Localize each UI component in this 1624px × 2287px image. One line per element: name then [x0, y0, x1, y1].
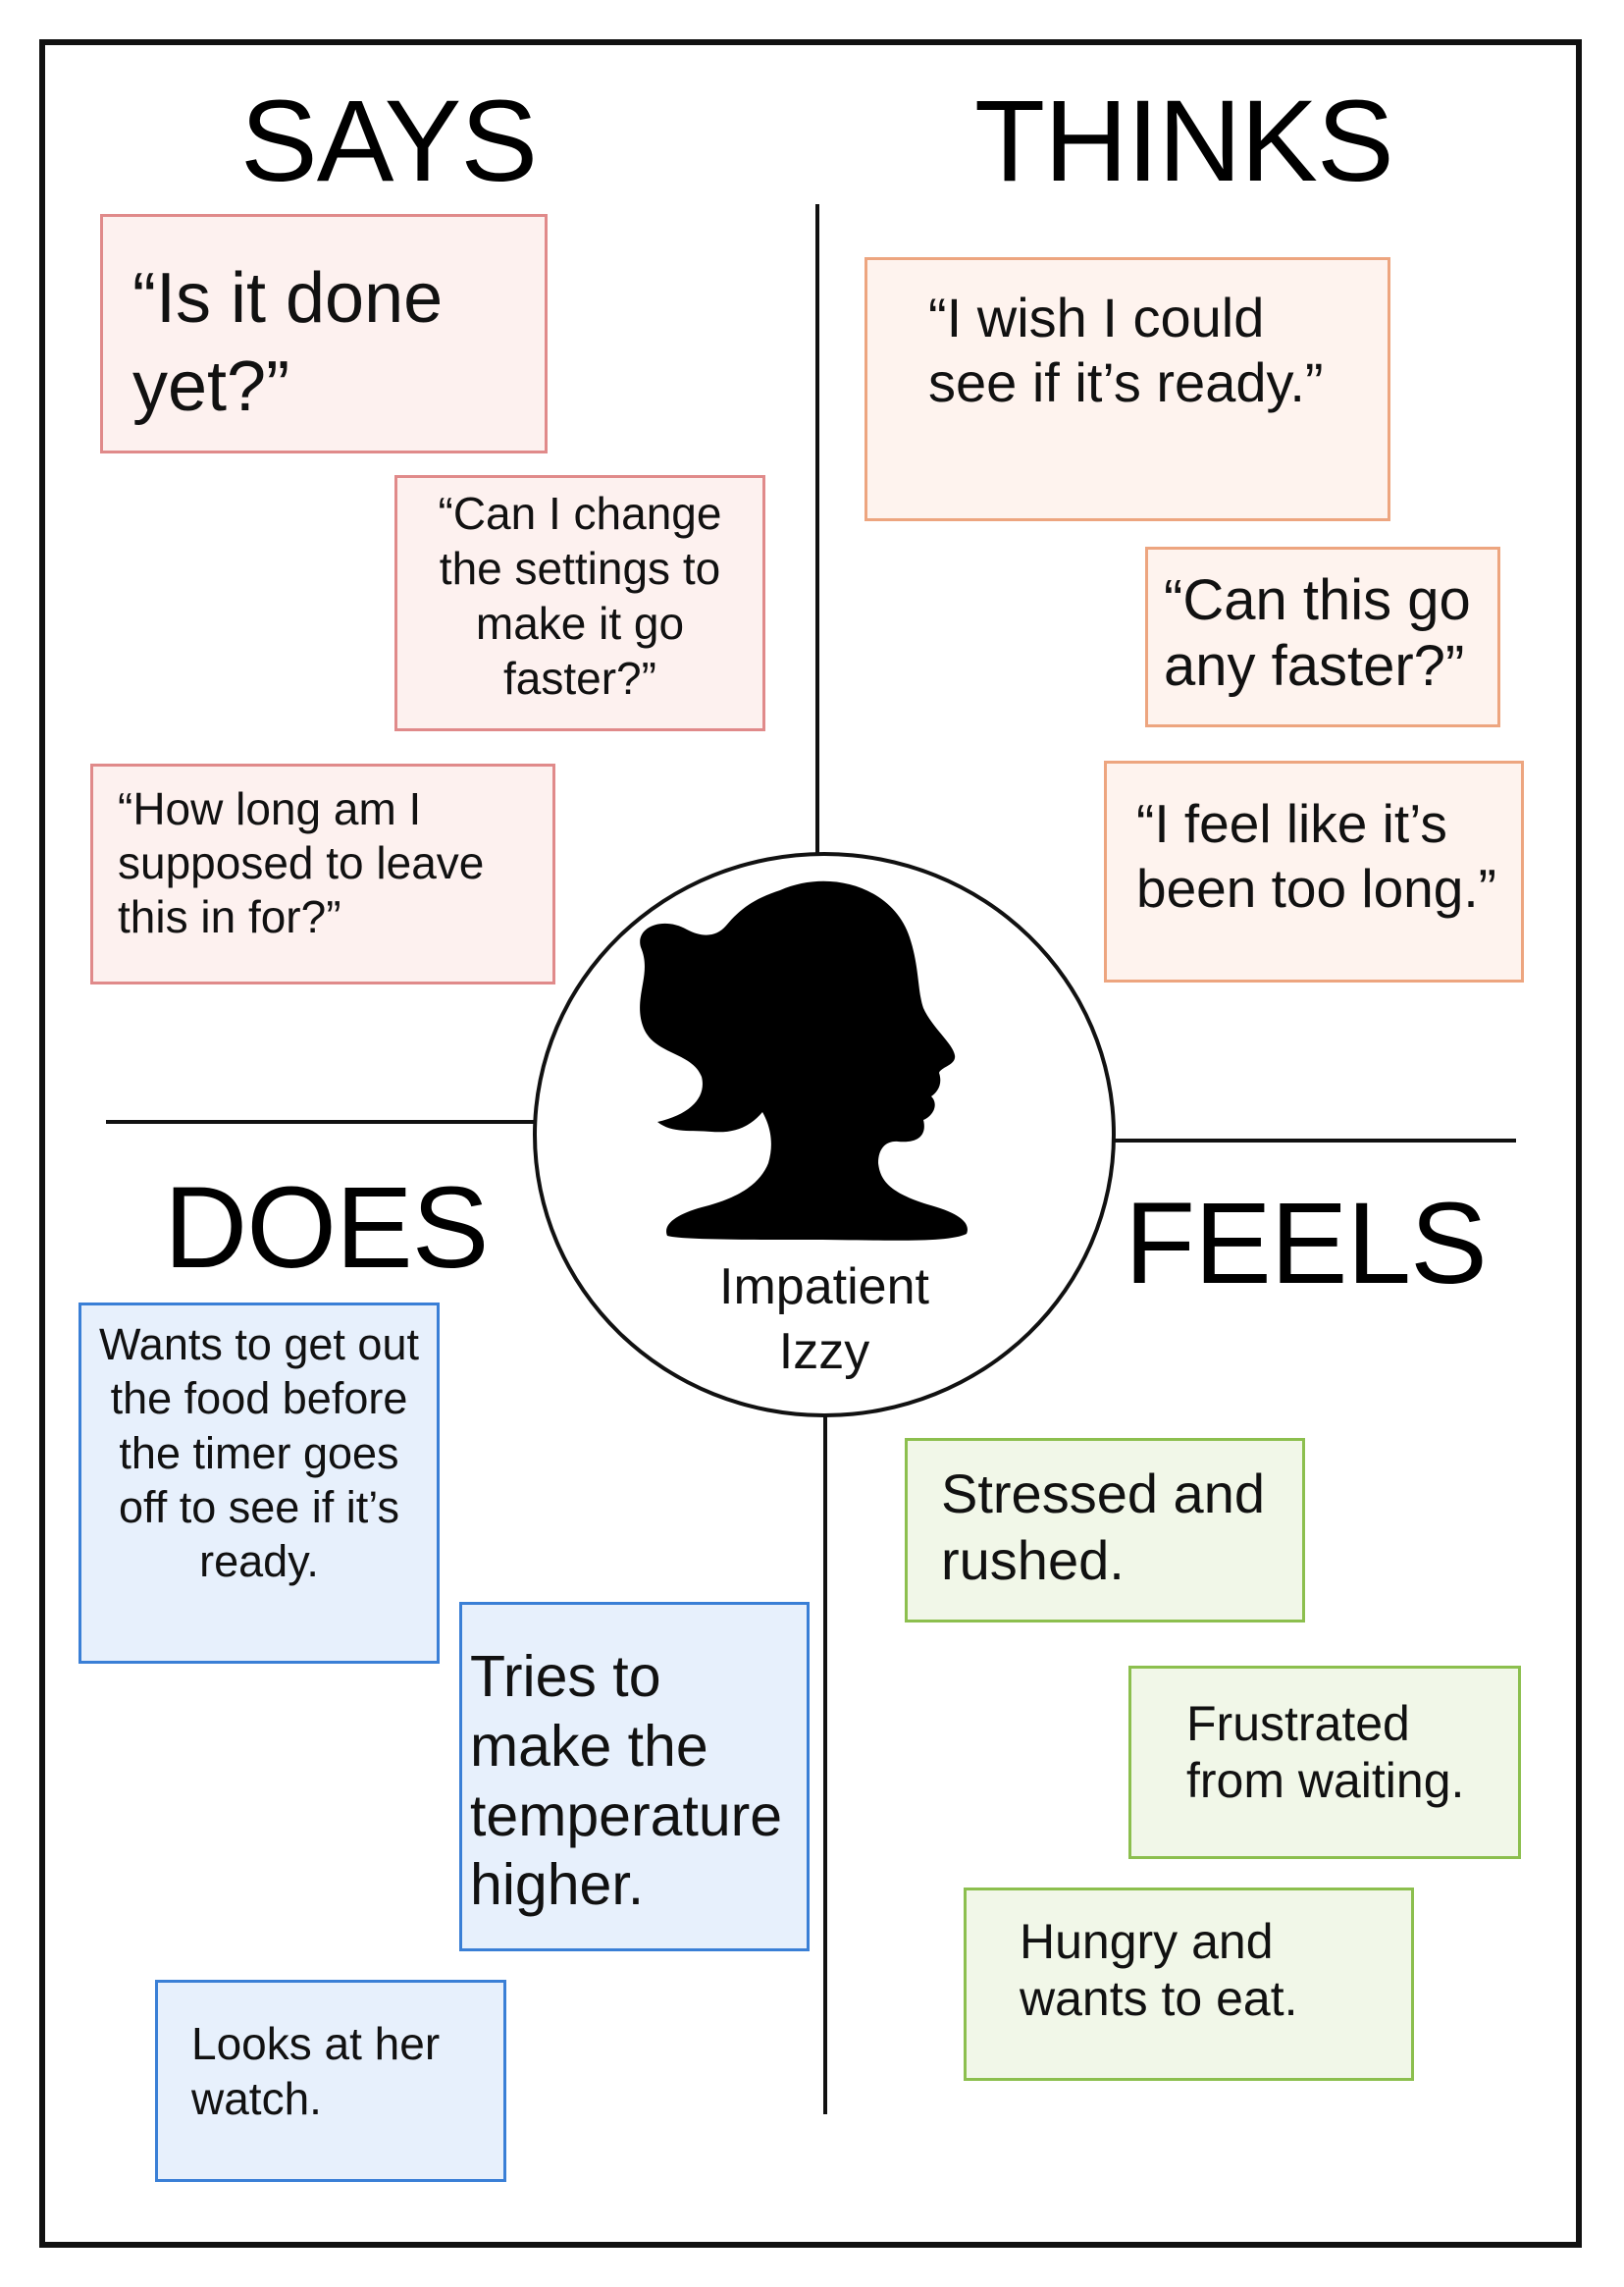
persona-name-line2: Izzy: [778, 1323, 870, 1381]
divider-bottom: [823, 1415, 827, 2114]
says-note-2: “Can I change the settings to make it go…: [394, 475, 765, 731]
woman-ponytail-silhouette-icon: [640, 880, 968, 1241]
divider-top: [815, 204, 819, 854]
persona-name-line1: Impatient: [719, 1258, 929, 1315]
persona-name: Impatient Izzy: [628, 1254, 1021, 1384]
thinks-note-2: “Can this go any faster?”: [1145, 547, 1500, 727]
does-note-3: Looks at her watch.: [155, 1980, 506, 2182]
does-note-2: Tries to make the temperature higher.: [459, 1602, 810, 1951]
thinks-heading: THINKS: [974, 77, 1394, 206]
thinks-note-1: “I wish I could see if it’s ready.”: [864, 257, 1390, 521]
feels-note-2: Frustrated from waiting.: [1128, 1666, 1521, 1859]
feels-note-3: Hungry and wants to eat.: [964, 1888, 1414, 2081]
divider-left: [106, 1120, 535, 1124]
divider-right: [1114, 1139, 1516, 1143]
says-note-3: “How long am I supposed to leave this in…: [90, 764, 555, 984]
thinks-note-3: “I feel like it’s been too long.”: [1104, 761, 1524, 983]
feels-heading: FEELS: [1125, 1179, 1488, 1308]
says-heading: SAYS: [240, 77, 538, 206]
feels-note-1: Stressed and rushed.: [905, 1438, 1305, 1622]
does-note-1: Wants to get out the food before the tim…: [79, 1303, 440, 1664]
empathy-map-frame: [39, 39, 1582, 2248]
does-heading: DOES: [164, 1163, 489, 1293]
says-note-1: “Is it done yet?”: [100, 214, 548, 453]
